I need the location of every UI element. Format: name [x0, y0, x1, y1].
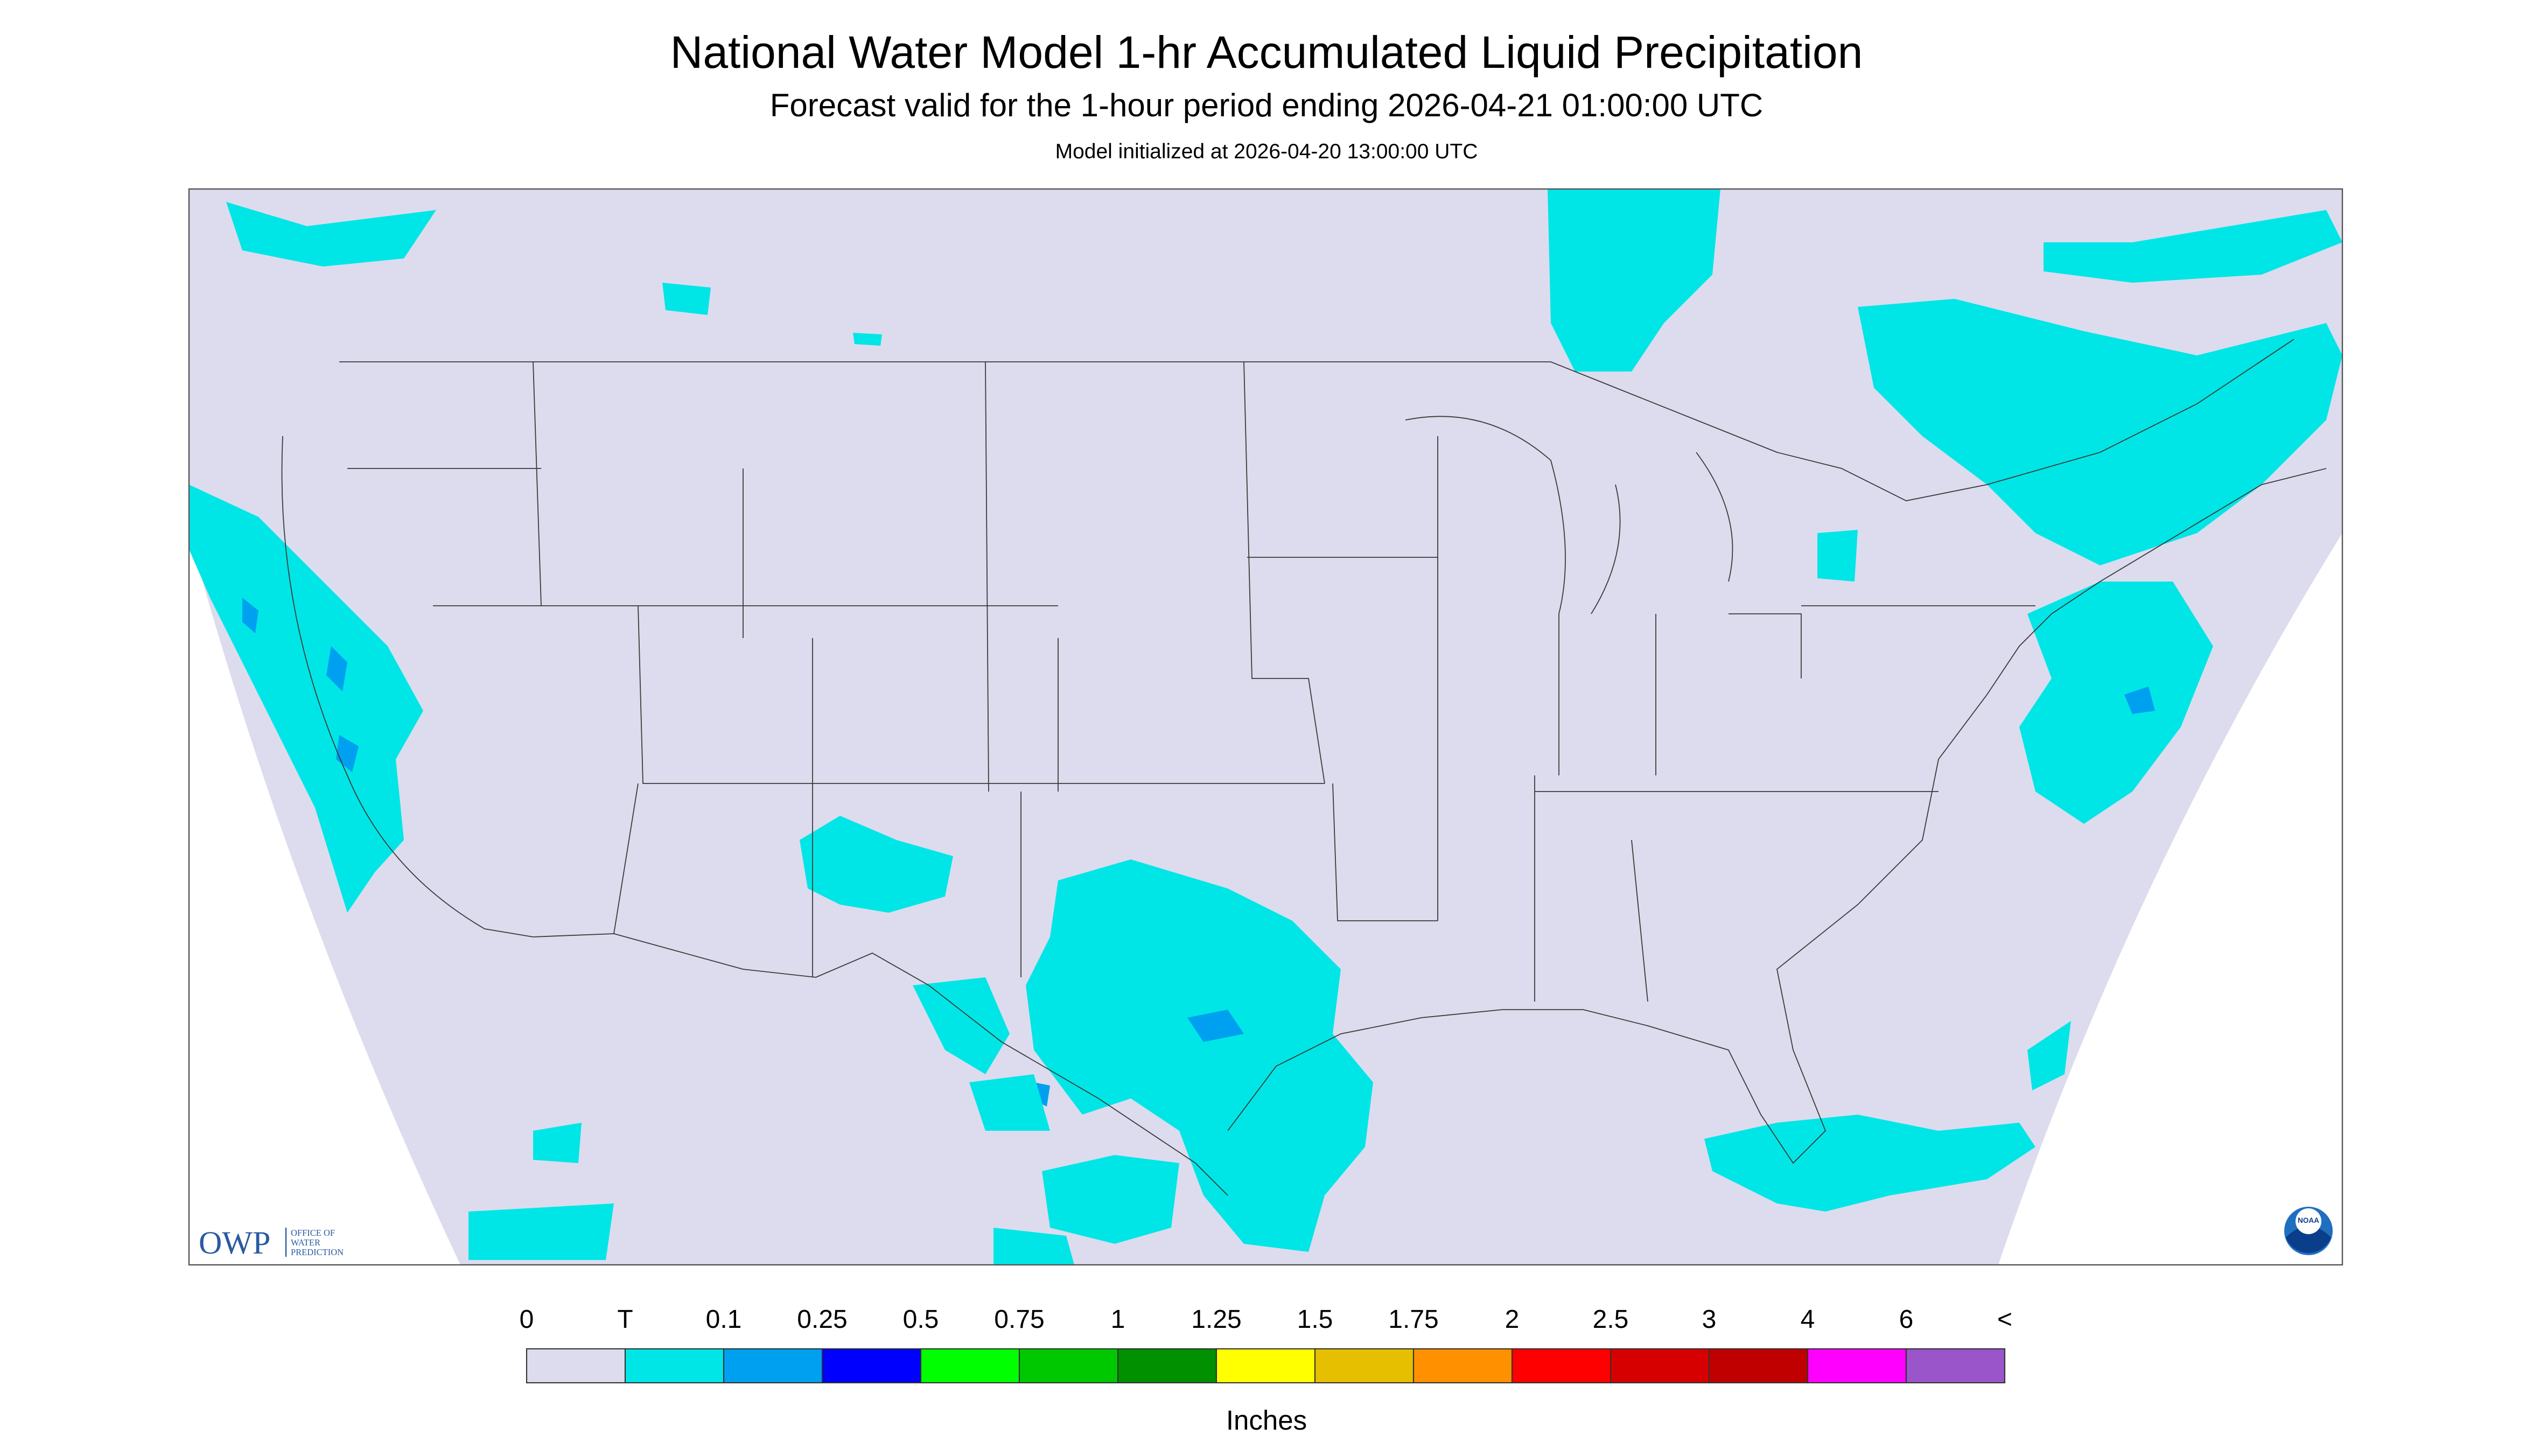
legend-swatch: [920, 1348, 1020, 1384]
legend-swatch: [1511, 1348, 1612, 1384]
legend-swatch: [1018, 1348, 1119, 1384]
legend-label: 1.25: [1191, 1305, 1241, 1334]
legend: 0 T 0.1 0.25 0.5 0.75 1 1.25 1.5 1.75 2 2.5 3 4 6 <: [520, 1305, 2012, 1384]
legend-label: 2.5: [1593, 1305, 1629, 1334]
legend-label: 0: [520, 1305, 534, 1334]
legend-label: 0.25: [797, 1305, 847, 1334]
noaa-logo-text: NOAA: [2298, 1216, 2319, 1224]
legend-unit: Inches: [1226, 1405, 1307, 1436]
projection-edge: [1998, 533, 2342, 1265]
projection-edge: [189, 533, 460, 1265]
legend-label: <: [1997, 1305, 2012, 1334]
legend-swatch: [624, 1348, 725, 1384]
owp-logo-text: OWP: [199, 1225, 270, 1261]
legend-swatch: [1610, 1348, 1710, 1384]
legend-label: 3: [1702, 1305, 1717, 1334]
legend-label: 0.75: [994, 1305, 1044, 1334]
legend-swatch: [526, 1348, 626, 1384]
owp-logo-line: OFFICE OF: [291, 1228, 335, 1238]
legend-swatch: [1412, 1348, 1513, 1384]
legend-swatch: [1905, 1348, 2006, 1384]
legend-label: 4: [1801, 1305, 1815, 1334]
legend-label: 1: [1111, 1305, 1125, 1334]
precipitation: [189, 189, 2342, 1265]
legend-label: 6: [1899, 1305, 1914, 1334]
owp-logo-line: WATER: [291, 1237, 320, 1248]
subtitle: Forecast valid for the 1-hour period end…: [770, 87, 1763, 123]
legend-label: 1.5: [1297, 1305, 1333, 1334]
owp-logo: OWP OFFICE OF WATER PREDICTION: [199, 1225, 344, 1261]
map-frame: [188, 188, 2343, 1266]
legend-label: 1.75: [1388, 1305, 1438, 1334]
legend-swatch: [1807, 1348, 1907, 1384]
legend-label: 0.1: [706, 1305, 742, 1334]
title: National Water Model 1-hr Accumulated Li…: [670, 27, 1863, 78]
legend-swatch: [1708, 1348, 1809, 1384]
boundaries: [281, 339, 2327, 1196]
noaa-logo: NOAA: [2284, 1207, 2333, 1256]
legend-swatch: [1314, 1348, 1415, 1384]
legend-swatch: [1215, 1348, 1316, 1384]
owp-logo-line: PREDICTION: [291, 1247, 344, 1257]
legend-label: 0.5: [903, 1305, 939, 1334]
legend-label: T: [617, 1305, 633, 1334]
map: OWP OFFICE OF WATER PREDICTION NOAA: [188, 188, 2343, 1266]
legend-swatch: [821, 1348, 922, 1384]
legend-swatch: [723, 1348, 823, 1384]
legend-swatch: [1117, 1348, 1217, 1384]
init-time: Model initialized at 2026-04-20 13:00:00…: [1055, 140, 1478, 163]
legend-label: 2: [1505, 1305, 1520, 1334]
